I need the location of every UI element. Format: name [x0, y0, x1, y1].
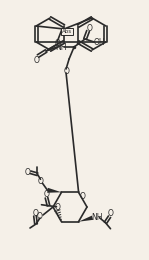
Text: O: O — [44, 190, 49, 199]
Text: O: O — [54, 38, 60, 48]
Text: NH: NH — [55, 42, 67, 51]
Text: O: O — [37, 211, 43, 220]
Text: O: O — [33, 209, 39, 218]
Text: O: O — [55, 203, 60, 212]
Text: O: O — [86, 23, 92, 32]
Polygon shape — [79, 216, 93, 222]
Text: Abs: Abs — [62, 29, 72, 34]
Text: O: O — [108, 209, 113, 218]
Text: O: O — [25, 168, 30, 177]
Text: O: O — [80, 192, 86, 201]
Text: O: O — [63, 67, 69, 75]
Text: OH: OH — [93, 37, 105, 47]
Polygon shape — [47, 188, 62, 193]
Text: O: O — [33, 55, 39, 64]
Text: NH: NH — [91, 213, 102, 222]
Text: O: O — [38, 177, 44, 186]
